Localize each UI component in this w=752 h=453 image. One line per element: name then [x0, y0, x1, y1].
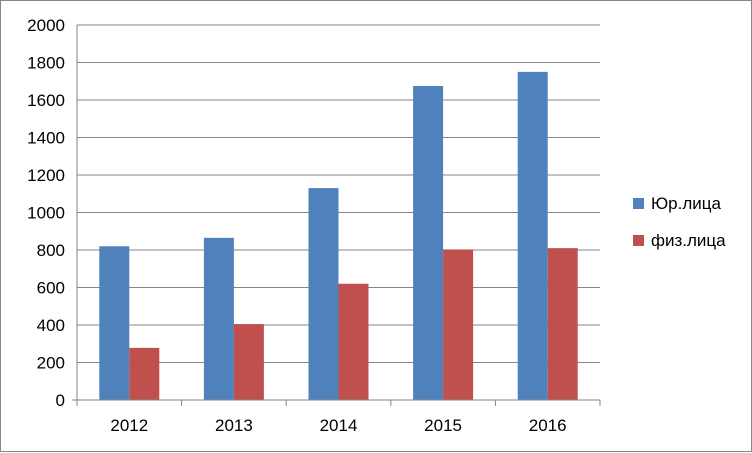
- x-tick-label: 2015: [424, 416, 462, 435]
- legend-swatch: [633, 198, 644, 209]
- y-tick-label: 400: [37, 316, 65, 335]
- x-tick-label: 2016: [529, 416, 567, 435]
- bar-series-2-2014: [338, 283, 369, 400]
- y-tick-label: 200: [37, 354, 65, 373]
- y-tick-label: 600: [37, 279, 65, 298]
- bar-series-1-2012: [99, 246, 130, 400]
- bar-series-1-2016: [517, 71, 548, 400]
- x-axis-tick-labels: 2012 2013 2014 2015 2016: [110, 416, 566, 435]
- bars: [99, 71, 578, 400]
- bar-series-1-2014: [308, 188, 339, 400]
- bar-series-1-2013: [203, 237, 234, 400]
- bar-series-2-2012: [129, 347, 160, 400]
- bar-series-2-2013: [233, 324, 264, 400]
- y-tick-label: 1200: [27, 166, 65, 185]
- legend-label: физ.лица: [651, 231, 726, 250]
- bar-series-2-2016: [547, 248, 578, 400]
- y-tick-label: 1400: [27, 129, 65, 148]
- y-tick-label: 1600: [27, 91, 65, 110]
- y-tick-label: 1000: [27, 204, 65, 223]
- legend-label: Юр.лица: [651, 194, 722, 213]
- y-tick-label: 1800: [27, 54, 65, 73]
- legend-swatch: [633, 235, 644, 246]
- axes: [72, 25, 601, 406]
- bar-series-1-2015: [413, 85, 444, 400]
- x-tick-label: 2014: [320, 416, 358, 435]
- y-tick-label: 800: [37, 241, 65, 260]
- x-tick-label: 2012: [110, 416, 148, 435]
- y-tick-label: 0: [56, 391, 65, 410]
- y-tick-label: 2000: [27, 16, 65, 35]
- legend: Юр.лица физ.лица: [633, 194, 726, 250]
- x-tick-label: 2013: [215, 416, 253, 435]
- bar-series-2-2015: [443, 249, 474, 400]
- y-axis-tick-labels: 0 200 400 600 800 1000 1200 1400 1600 1800 2000: [27, 16, 65, 410]
